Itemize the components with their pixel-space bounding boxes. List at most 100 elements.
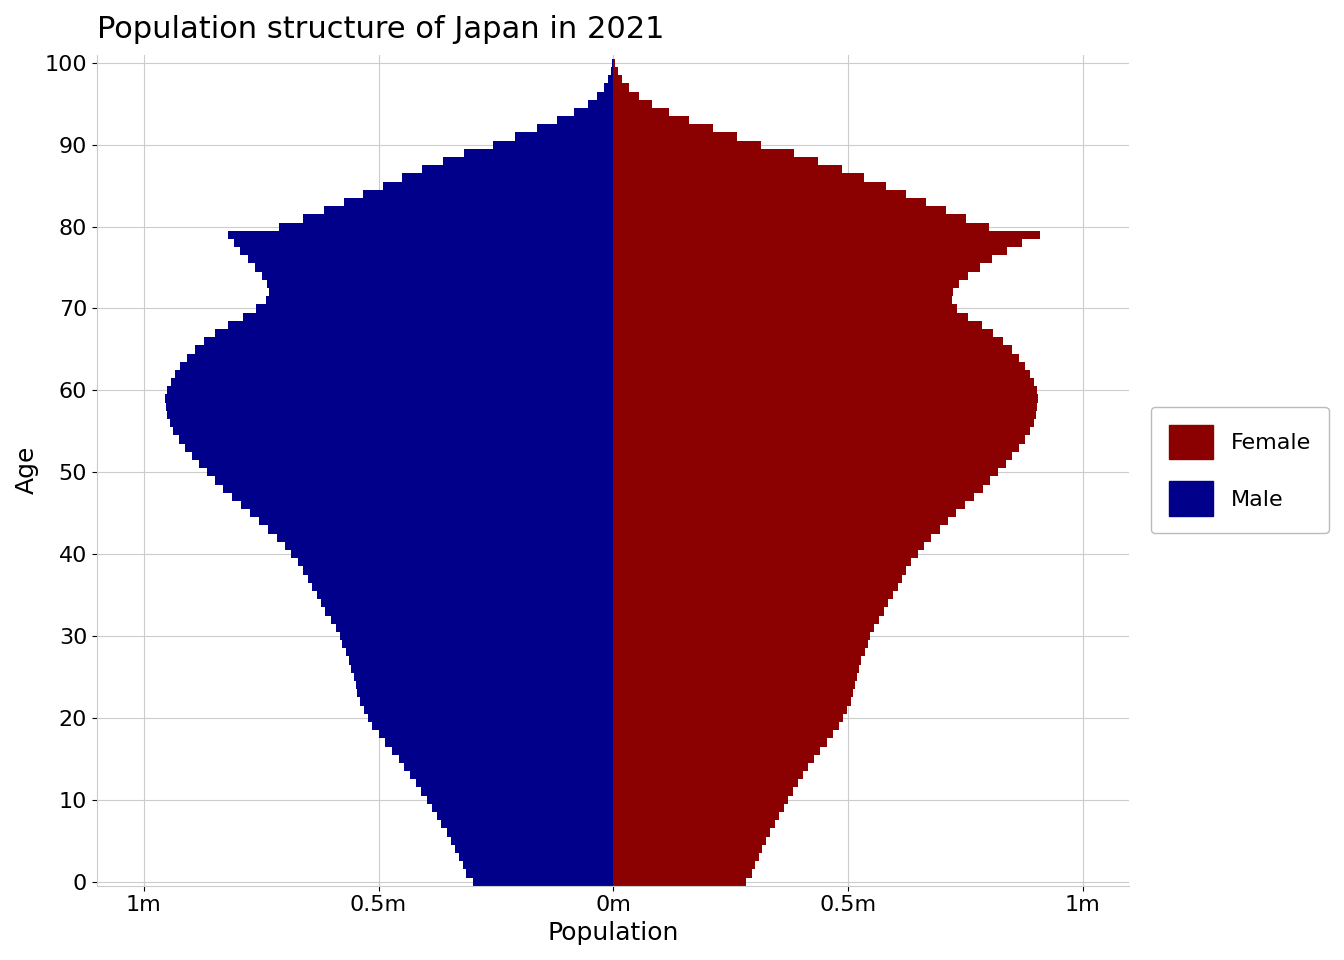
Bar <box>613 214 966 223</box>
Bar <box>613 460 1005 468</box>
Bar <box>613 550 918 558</box>
Bar <box>427 796 613 804</box>
Bar <box>187 353 613 362</box>
Bar <box>402 174 613 181</box>
Bar <box>353 673 613 681</box>
Bar <box>285 541 613 550</box>
Bar <box>613 845 762 853</box>
Bar <box>613 230 1040 239</box>
Bar <box>613 787 793 796</box>
Bar <box>456 845 613 853</box>
Bar <box>613 165 843 174</box>
Bar <box>613 353 1019 362</box>
Bar <box>613 541 925 550</box>
Bar <box>613 402 1038 411</box>
Bar <box>613 84 629 91</box>
Bar <box>324 206 613 214</box>
Bar <box>304 214 613 223</box>
Bar <box>165 402 613 411</box>
Bar <box>613 877 746 886</box>
Bar <box>383 181 613 190</box>
Bar <box>613 591 892 599</box>
Bar <box>613 247 1007 255</box>
Bar <box>613 714 843 722</box>
Bar <box>613 492 974 501</box>
Bar <box>613 689 853 697</box>
Bar <box>368 714 613 722</box>
Bar <box>302 566 613 575</box>
Bar <box>421 787 613 796</box>
Bar <box>613 706 847 714</box>
Bar <box>192 452 613 460</box>
Bar <box>613 657 862 664</box>
Bar <box>613 755 813 763</box>
Bar <box>292 550 613 558</box>
Bar <box>613 820 774 828</box>
Bar <box>171 378 613 386</box>
Bar <box>613 419 1034 427</box>
Bar <box>613 476 991 485</box>
Bar <box>349 657 613 664</box>
Bar <box>613 436 1024 444</box>
Bar <box>165 395 613 402</box>
Bar <box>351 664 613 673</box>
Bar <box>613 812 780 820</box>
Bar <box>269 288 613 297</box>
Bar <box>452 836 613 845</box>
Bar <box>228 230 613 239</box>
Bar <box>613 771 802 780</box>
Bar <box>536 124 613 132</box>
Bar <box>204 337 613 346</box>
Bar <box>613 763 809 771</box>
Bar <box>372 722 613 731</box>
Bar <box>613 100 652 108</box>
Bar <box>444 157 613 165</box>
Bar <box>340 632 613 640</box>
Bar <box>613 108 668 116</box>
Bar <box>613 583 898 591</box>
Bar <box>257 304 613 313</box>
Bar <box>613 525 941 534</box>
Bar <box>556 116 613 124</box>
Bar <box>336 624 613 632</box>
Legend: Female, Male: Female, Male <box>1150 407 1329 534</box>
Bar <box>613 575 902 583</box>
Bar <box>360 697 613 706</box>
Bar <box>241 501 613 509</box>
Bar <box>460 853 613 861</box>
Bar <box>325 608 613 615</box>
Bar <box>613 132 737 140</box>
Bar <box>613 206 946 214</box>
Bar <box>379 731 613 738</box>
Bar <box>613 157 818 165</box>
Y-axis label: Age: Age <box>15 446 39 494</box>
Bar <box>437 812 613 820</box>
Bar <box>613 804 784 812</box>
Bar <box>415 780 613 787</box>
Bar <box>431 804 613 812</box>
Bar <box>173 427 613 436</box>
Bar <box>613 853 758 861</box>
Bar <box>462 861 613 870</box>
Bar <box>613 836 766 845</box>
Bar <box>364 706 613 714</box>
Bar <box>613 181 886 190</box>
Bar <box>613 731 833 738</box>
Bar <box>613 198 926 206</box>
Bar <box>259 517 613 525</box>
Bar <box>613 279 958 288</box>
Text: Population structure of Japan in 2021: Population structure of Japan in 2021 <box>97 15 664 44</box>
Bar <box>613 116 688 124</box>
Bar <box>363 190 613 198</box>
Bar <box>277 534 613 541</box>
Bar <box>195 346 613 353</box>
Bar <box>613 346 1012 353</box>
Bar <box>175 370 613 378</box>
Bar <box>180 362 613 370</box>
Bar <box>613 444 1019 452</box>
Bar <box>613 632 871 640</box>
Bar <box>312 583 613 591</box>
Bar <box>223 485 613 492</box>
Bar <box>343 640 613 648</box>
Bar <box>613 558 911 566</box>
